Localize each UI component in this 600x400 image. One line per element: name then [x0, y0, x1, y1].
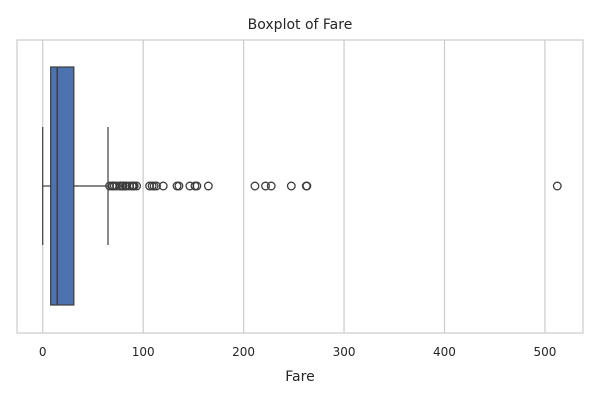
outlier-points — [105, 181, 562, 191]
outlier-point — [129, 181, 139, 191]
outlier-point — [266, 181, 276, 191]
x-tick-label: 200 — [232, 345, 255, 359]
chart-title: Boxplot of Fare — [248, 17, 353, 33]
outlier-point — [149, 181, 159, 191]
grid-lines — [42, 40, 546, 333]
outlier-point — [261, 181, 270, 191]
outlier-point — [552, 181, 562, 191]
x-tick-label: 300 — [333, 345, 356, 359]
outlier-point — [145, 181, 155, 191]
outlier-point — [158, 181, 168, 191]
outlier-point — [192, 181, 202, 191]
outlier-point — [105, 181, 115, 191]
outlier-point — [112, 181, 121, 191]
plot-frame — [16, 39, 584, 334]
iqr-box — [50, 66, 75, 306]
outlier-point — [302, 181, 312, 191]
outlier-point — [132, 181, 142, 191]
box-group — [42, 66, 109, 306]
outlier-point — [174, 181, 184, 191]
x-tick-label: 100 — [132, 345, 155, 359]
outlier-point — [250, 181, 260, 191]
x-tick-label: 500 — [533, 345, 556, 359]
x-axis-label: Fare — [285, 369, 314, 385]
outlier-point — [203, 181, 213, 191]
x-tick-label: 0 — [39, 345, 47, 359]
x-tick-labels: 0 100 200 300 400 500 — [39, 345, 556, 359]
outlier-point — [152, 181, 161, 191]
outlier-point — [286, 181, 296, 191]
x-tick-label: 400 — [433, 345, 456, 359]
